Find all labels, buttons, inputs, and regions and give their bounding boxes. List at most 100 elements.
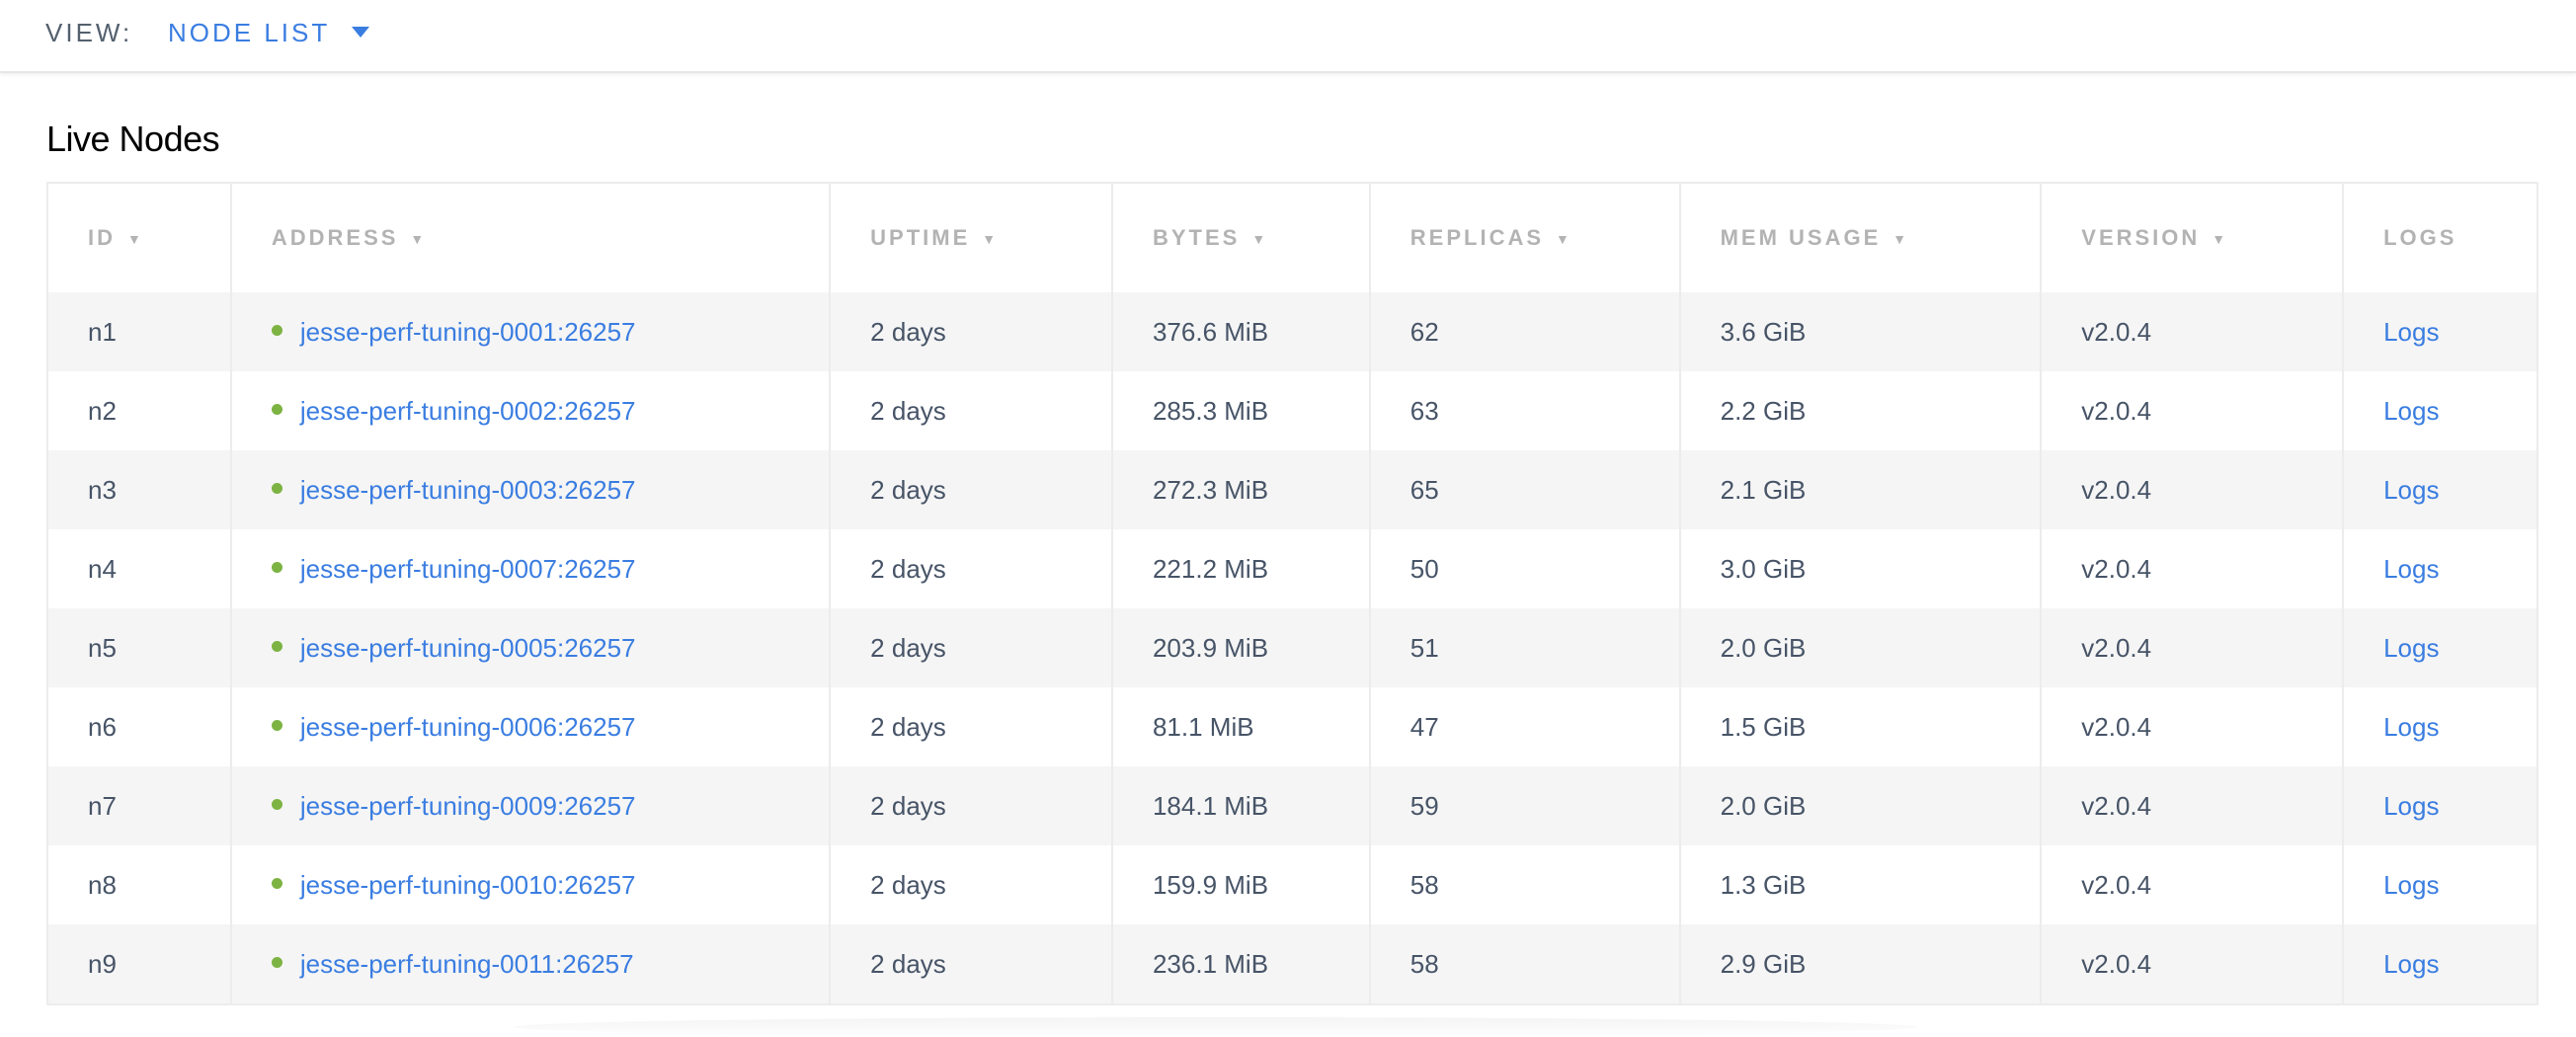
node-address-link[interactable]: jesse-perf-tuning-0002:26257 — [299, 395, 636, 426]
logs-link[interactable]: Logs — [2383, 316, 2440, 347]
node-mem-usage: 3.0 GiB — [1678, 529, 2043, 608]
node-id: n2 — [46, 371, 232, 450]
table-row: n8 jesse-perf-tuning-0010:26257 2 days 159.… — [46, 845, 2538, 924]
node-replicas: 58 — [1368, 924, 1681, 1004]
node-uptime: 2 days — [829, 766, 1113, 845]
caret-down-icon — [352, 26, 370, 38]
table-row: n5 jesse-perf-tuning-0005:26257 2 days 203.… — [46, 608, 2538, 687]
nodes-table: ID ▼ ADDRESS ▼ UPTIME ▼ BYTES ▼ REPLICAS ▼ MEM USA… — [46, 182, 2538, 1005]
table-header: ID ▼ ADDRESS ▼ UPTIME ▼ BYTES ▼ REPLICAS ▼ MEM USA… — [46, 183, 2538, 292]
sort-arrow-icon: ▼ — [410, 231, 428, 248]
live-status-dot-icon — [271, 878, 282, 890]
node-uptime: 2 days — [829, 292, 1113, 371]
node-mem-usage: 2.1 GiB — [1678, 450, 2043, 529]
logs-link[interactable]: Logs — [2383, 632, 2440, 663]
node-address-link[interactable]: jesse-perf-tuning-0010:26257 — [299, 869, 636, 900]
table-row: n2 jesse-perf-tuning-0002:26257 2 days 285.… — [46, 371, 2538, 450]
live-status-dot-icon — [271, 799, 282, 811]
column-header-logs: LOGS — [2342, 183, 2538, 292]
node-address-link[interactable]: jesse-perf-tuning-0003:26257 — [299, 474, 636, 505]
node-uptime: 2 days — [829, 529, 1113, 608]
node-id: n7 — [46, 766, 232, 845]
node-version: v2.0.4 — [2040, 845, 2345, 924]
column-header-mem-usage[interactable]: MEM USAGE ▼ — [1678, 183, 2043, 292]
node-logs-cell: Logs — [2342, 371, 2538, 450]
node-address-link[interactable]: jesse-perf-tuning-0009:26257 — [299, 790, 636, 821]
node-logs-cell: Logs — [2342, 687, 2538, 766]
node-bytes: 236.1 MiB — [1110, 924, 1371, 1004]
live-status-dot-icon — [271, 325, 282, 337]
logs-link[interactable]: Logs — [2383, 553, 2440, 584]
node-mem-usage: 2.9 GiB — [1678, 924, 2043, 1004]
node-replicas: 47 — [1368, 687, 1681, 766]
node-address-link[interactable]: jesse-perf-tuning-0001:26257 — [299, 316, 636, 347]
live-status-dot-icon — [271, 483, 282, 495]
logs-link[interactable]: Logs — [2383, 869, 2440, 900]
node-address-cell: jesse-perf-tuning-0011:26257 — [229, 924, 832, 1004]
node-logs-cell: Logs — [2342, 450, 2538, 529]
live-status-dot-icon — [271, 641, 282, 653]
node-replicas: 59 — [1368, 766, 1681, 845]
column-header-uptime[interactable]: UPTIME ▼ — [829, 183, 1113, 292]
live-status-dot-icon — [271, 562, 282, 574]
view-dropdown[interactable]: NODE LIST — [168, 18, 370, 48]
column-header-version[interactable]: VERSION ▼ — [2040, 183, 2345, 292]
live-status-dot-icon — [271, 957, 282, 969]
node-version: v2.0.4 — [2040, 687, 2345, 766]
node-id: n6 — [46, 687, 232, 766]
view-selected: NODE LIST — [168, 18, 331, 47]
node-mem-usage: 3.6 GiB — [1678, 292, 2043, 371]
node-id: n8 — [46, 845, 232, 924]
node-version: v2.0.4 — [2040, 766, 2345, 845]
sort-arrow-icon: ▼ — [1556, 231, 1572, 248]
node-uptime: 2 days — [829, 450, 1113, 529]
node-address-link[interactable]: jesse-perf-tuning-0005:26257 — [299, 632, 636, 663]
node-uptime: 2 days — [829, 845, 1113, 924]
node-bytes: 221.2 MiB — [1110, 529, 1371, 608]
node-address-link[interactable]: jesse-perf-tuning-0006:26257 — [299, 711, 636, 742]
footer-shadow — [514, 1017, 1916, 1037]
node-replicas: 65 — [1368, 450, 1681, 529]
logs-link[interactable]: Logs — [2383, 948, 2440, 979]
node-address-cell: jesse-perf-tuning-0002:26257 — [229, 371, 832, 450]
node-address-link[interactable]: jesse-perf-tuning-0007:26257 — [299, 553, 636, 584]
node-uptime: 2 days — [829, 924, 1113, 1004]
node-bytes: 376.6 MiB — [1110, 292, 1371, 371]
node-address-cell: jesse-perf-tuning-0007:26257 — [229, 529, 832, 608]
column-header-address[interactable]: ADDRESS ▼ — [229, 183, 832, 292]
column-header-label: LOGS — [2383, 225, 2457, 250]
node-uptime: 2 days — [829, 687, 1113, 766]
node-version: v2.0.4 — [2040, 529, 2345, 608]
node-uptime: 2 days — [829, 371, 1113, 450]
column-header-replicas[interactable]: REPLICAS ▼ — [1368, 183, 1681, 292]
node-bytes: 272.3 MiB — [1110, 450, 1371, 529]
sort-arrow-icon: ▼ — [2212, 231, 2229, 248]
sort-arrow-icon: ▼ — [1892, 231, 1910, 248]
node-address-link[interactable]: jesse-perf-tuning-0011:26257 — [299, 948, 634, 979]
node-version: v2.0.4 — [2040, 450, 2345, 529]
view-bar: VIEW: NODE LIST — [0, 0, 2576, 73]
node-replicas: 63 — [1368, 371, 1681, 450]
live-status-dot-icon — [271, 404, 282, 416]
node-uptime: 2 days — [829, 608, 1113, 687]
node-version: v2.0.4 — [2040, 924, 2345, 1004]
node-id: n9 — [46, 924, 232, 1004]
column-header-bytes[interactable]: BYTES ▼ — [1110, 183, 1371, 292]
logs-link[interactable]: Logs — [2383, 790, 2440, 821]
logs-link[interactable]: Logs — [2383, 395, 2440, 426]
node-bytes: 184.1 MiB — [1110, 766, 1371, 845]
sort-arrow-icon: ▼ — [982, 231, 1000, 248]
logs-link[interactable]: Logs — [2383, 474, 2440, 505]
logs-link[interactable]: Logs — [2383, 711, 2440, 742]
node-bytes: 159.9 MiB — [1110, 845, 1371, 924]
node-replicas: 51 — [1368, 608, 1681, 687]
node-id: n5 — [46, 608, 232, 687]
node-address-cell: jesse-perf-tuning-0006:26257 — [229, 687, 832, 766]
node-mem-usage: 2.0 GiB — [1678, 608, 2043, 687]
column-header-label: MEM USAGE — [1720, 225, 1882, 250]
node-bytes: 81.1 MiB — [1110, 687, 1371, 766]
node-version: v2.0.4 — [2040, 608, 2345, 687]
column-header-id[interactable]: ID ▼ — [46, 183, 232, 292]
node-logs-cell: Logs — [2342, 845, 2538, 924]
node-logs-cell: Logs — [2342, 924, 2538, 1004]
